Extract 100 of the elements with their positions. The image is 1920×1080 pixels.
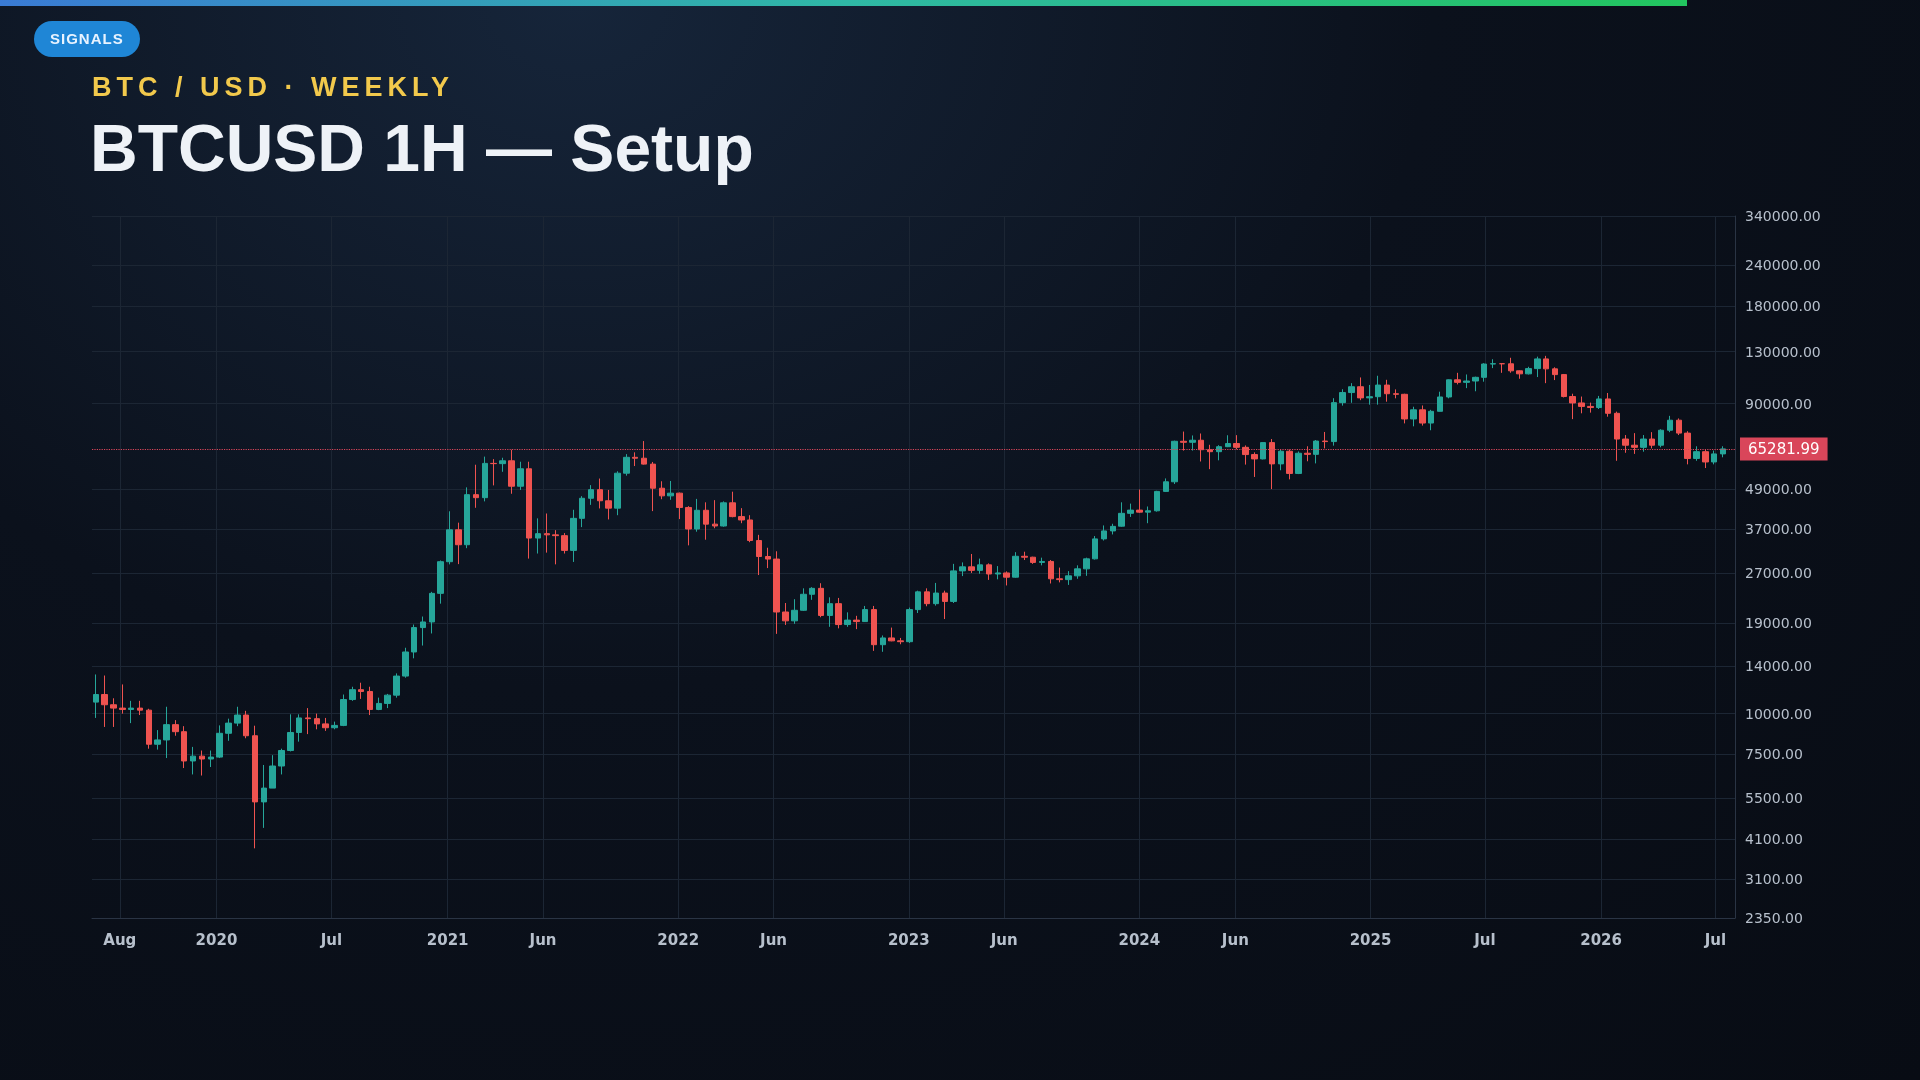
candlestick xyxy=(720,500,727,528)
y-tick-label: 4100.00 xyxy=(1745,831,1803,848)
candlestick xyxy=(1313,439,1319,464)
candlestick xyxy=(853,615,860,630)
candlestick xyxy=(623,453,630,477)
candlestick xyxy=(1357,376,1364,401)
candlestick xyxy=(844,611,851,628)
candlestick xyxy=(1446,378,1452,399)
candlestick xyxy=(402,647,409,679)
candlestick xyxy=(703,501,709,541)
ref-line-label: 65281.99 xyxy=(1748,439,1820,458)
candlestick xyxy=(172,719,179,737)
candlestick xyxy=(950,563,957,604)
candlestick xyxy=(455,522,462,565)
chart-subtitle: BTC / USD · WEEKLY xyxy=(92,72,455,103)
x-tick-label: 2021 xyxy=(426,930,469,949)
candlestick xyxy=(208,750,214,768)
y-tick-label: 49000.00 xyxy=(1745,481,1812,498)
candlestick xyxy=(437,560,444,605)
candlestick xyxy=(1454,372,1461,385)
candlestick xyxy=(605,489,612,520)
candlestick xyxy=(314,713,320,730)
y-tick-label: 5500.00 xyxy=(1745,790,1803,806)
candlestick xyxy=(1216,444,1222,461)
candlestick xyxy=(1720,445,1726,458)
x-tick-label: Jun xyxy=(1220,930,1249,949)
y-tick-label: 27000.00 xyxy=(1745,565,1812,582)
candlestick xyxy=(393,672,400,699)
candlestick xyxy=(862,605,868,623)
candlestick xyxy=(1428,409,1434,431)
x-tick-label: Jun xyxy=(759,930,788,949)
candlestick xyxy=(1569,393,1576,420)
candlestick xyxy=(1242,444,1249,466)
candlestick xyxy=(1083,557,1090,577)
x-tick-label: 2024 xyxy=(1118,930,1161,949)
candlestick xyxy=(1136,489,1143,514)
candlestick xyxy=(1233,434,1240,450)
candlestick xyxy=(1587,402,1594,414)
candlestick xyxy=(880,634,886,653)
candlestick xyxy=(154,729,161,751)
candlestick xyxy=(1472,376,1479,392)
candlestick xyxy=(1260,441,1266,460)
candlestick xyxy=(765,547,771,569)
candlestick xyxy=(1154,490,1160,513)
candlestick xyxy=(278,748,285,775)
y-tick-label: 240000.00 xyxy=(1745,257,1821,274)
candlestick xyxy=(1286,448,1293,480)
candlestick xyxy=(756,534,762,576)
candlestick xyxy=(933,582,939,607)
candlestick xyxy=(1561,373,1567,398)
candlestick xyxy=(579,495,585,528)
candlestick xyxy=(1516,369,1523,380)
chart-title: BTCUSD 1H — Setup xyxy=(90,110,754,186)
candlestick xyxy=(1684,430,1691,465)
candlestick xyxy=(429,591,435,634)
candlestick xyxy=(588,484,594,506)
candlestick xyxy=(420,616,426,647)
candlestick xyxy=(1622,434,1629,454)
candlestick xyxy=(1463,373,1470,389)
candlestick xyxy=(1667,415,1673,433)
candlestick xyxy=(199,750,205,777)
candlestick xyxy=(499,457,506,473)
candlestick xyxy=(1118,501,1125,528)
candlestick xyxy=(676,492,683,520)
candlestick xyxy=(1065,570,1072,586)
candlestick xyxy=(1401,393,1408,424)
candlestick xyxy=(225,718,232,742)
candlestick xyxy=(482,456,488,502)
candlestick xyxy=(871,605,877,652)
candlestick xyxy=(1649,431,1655,449)
candlestick xyxy=(287,713,294,752)
candlestick xyxy=(1198,433,1204,462)
candlestick xyxy=(1189,434,1196,452)
candlestick xyxy=(632,451,638,467)
candlestick xyxy=(269,754,276,789)
candlestick xyxy=(252,725,258,849)
candlestick xyxy=(729,491,736,518)
candlestick xyxy=(1631,432,1638,455)
x-tick-label: 2025 xyxy=(1349,930,1392,949)
candlestick xyxy=(773,550,780,635)
candlestick xyxy=(1039,557,1045,566)
candlestick xyxy=(234,706,241,727)
x-tick-label: Aug xyxy=(103,930,137,949)
candlestick xyxy=(995,565,1001,580)
candlestick xyxy=(376,697,382,711)
candlestick xyxy=(552,529,559,565)
candlestick xyxy=(1278,448,1284,471)
candlestick xyxy=(349,686,356,702)
candlestick xyxy=(1702,448,1709,469)
candlestick xyxy=(1092,535,1098,561)
candlestick xyxy=(570,509,577,563)
candlestick xyxy=(1003,570,1010,586)
y-tick-label: 3100.00 xyxy=(1745,870,1803,887)
candlestick xyxy=(1658,428,1664,448)
candlestick xyxy=(261,764,267,829)
candlestick xyxy=(296,713,302,743)
candlestick xyxy=(1171,440,1178,485)
y-tick-label: 10000.00 xyxy=(1745,705,1812,722)
candlestick xyxy=(464,486,470,549)
candlestick xyxy=(667,480,674,501)
